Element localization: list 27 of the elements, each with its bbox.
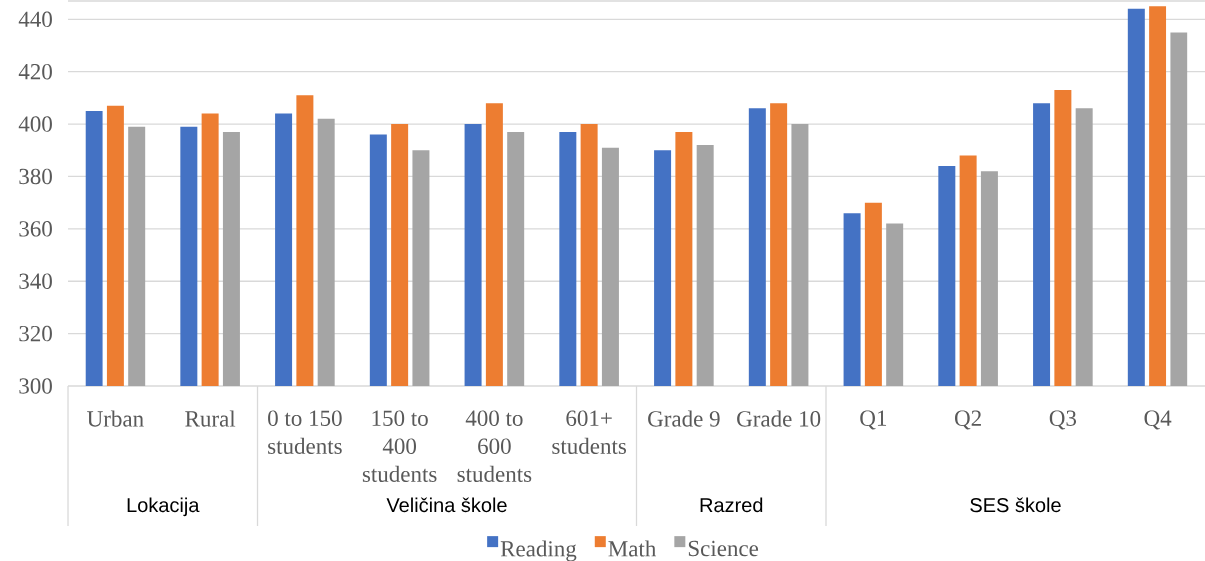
text: Veličina škole	[386, 497, 507, 513]
x-tick-label: 0 to 150 students	[268, 410, 342, 454]
x-tick-label: 400 to 600 students	[457, 410, 532, 482]
text: SES škole	[970, 497, 1061, 513]
y-tick-label: 360	[19, 221, 52, 237]
legend-label: Science	[688, 540, 759, 557]
x-tick-label: Grade 10	[737, 410, 821, 427]
x-tick-label: 601+ students	[552, 410, 626, 454]
x-tick-label: Rural	[185, 410, 236, 427]
y-tick-label: 340	[19, 273, 52, 289]
y-tick-label: 440	[18, 11, 52, 28]
x-tick-label: Urban	[87, 410, 144, 427]
y-tick-label: 300	[19, 378, 52, 394]
x-tick-label: Q4	[1144, 410, 1172, 430]
x-tick-label: Q1	[860, 410, 887, 430]
x-tick-label: Q2	[955, 410, 981, 430]
y-tick-label: 320	[19, 325, 52, 342]
x-tick-label: 150 to 400 students	[362, 410, 437, 482]
x-tick-label: Grade 9	[648, 410, 720, 427]
text: Lokacija	[127, 497, 200, 517]
y-tick-label: 420	[18, 63, 52, 80]
y-tick-label: 400	[18, 116, 52, 132]
text: Razred	[700, 497, 763, 513]
y-tick-label: 380	[19, 168, 52, 185]
x-tick-label: Q3	[1049, 410, 1077, 430]
legend-label: Reading	[500, 540, 577, 561]
legend-label: Math	[608, 540, 657, 557]
